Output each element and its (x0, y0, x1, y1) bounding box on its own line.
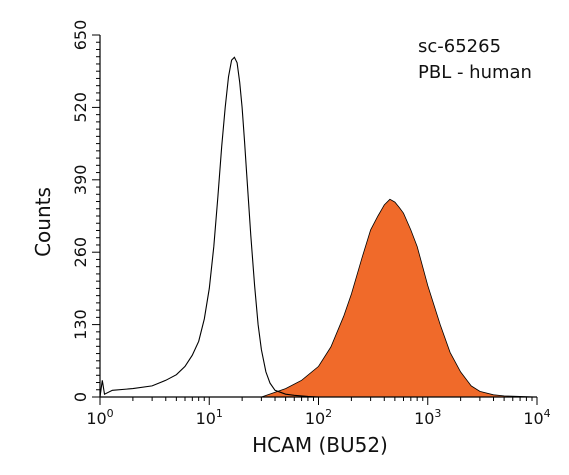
y-axis-title: Counts (31, 187, 55, 257)
annotation-sample: PBL - human (418, 62, 532, 83)
y-tick-label: 390 (71, 165, 90, 196)
x-tick-label: 102 (305, 407, 332, 428)
y-tick-label: 260 (71, 237, 90, 268)
x-axis-title: HCAM (BU52) (252, 433, 388, 457)
x-tick-label: 103 (414, 407, 441, 428)
y-tick-label: 0 (71, 392, 90, 402)
x-tick-label: 104 (523, 407, 550, 428)
x-tick-label: 101 (196, 407, 223, 428)
annotation-antibody-id: sc-65265 (418, 36, 501, 57)
y-tick-label: 520 (71, 92, 90, 123)
x-tick-label: 100 (86, 407, 113, 428)
outline-histogram-series (99, 56, 319, 398)
y-tick-label: 130 (71, 309, 90, 340)
filled-histogram-series (261, 198, 538, 398)
y-tick-label: 650 (71, 20, 90, 51)
